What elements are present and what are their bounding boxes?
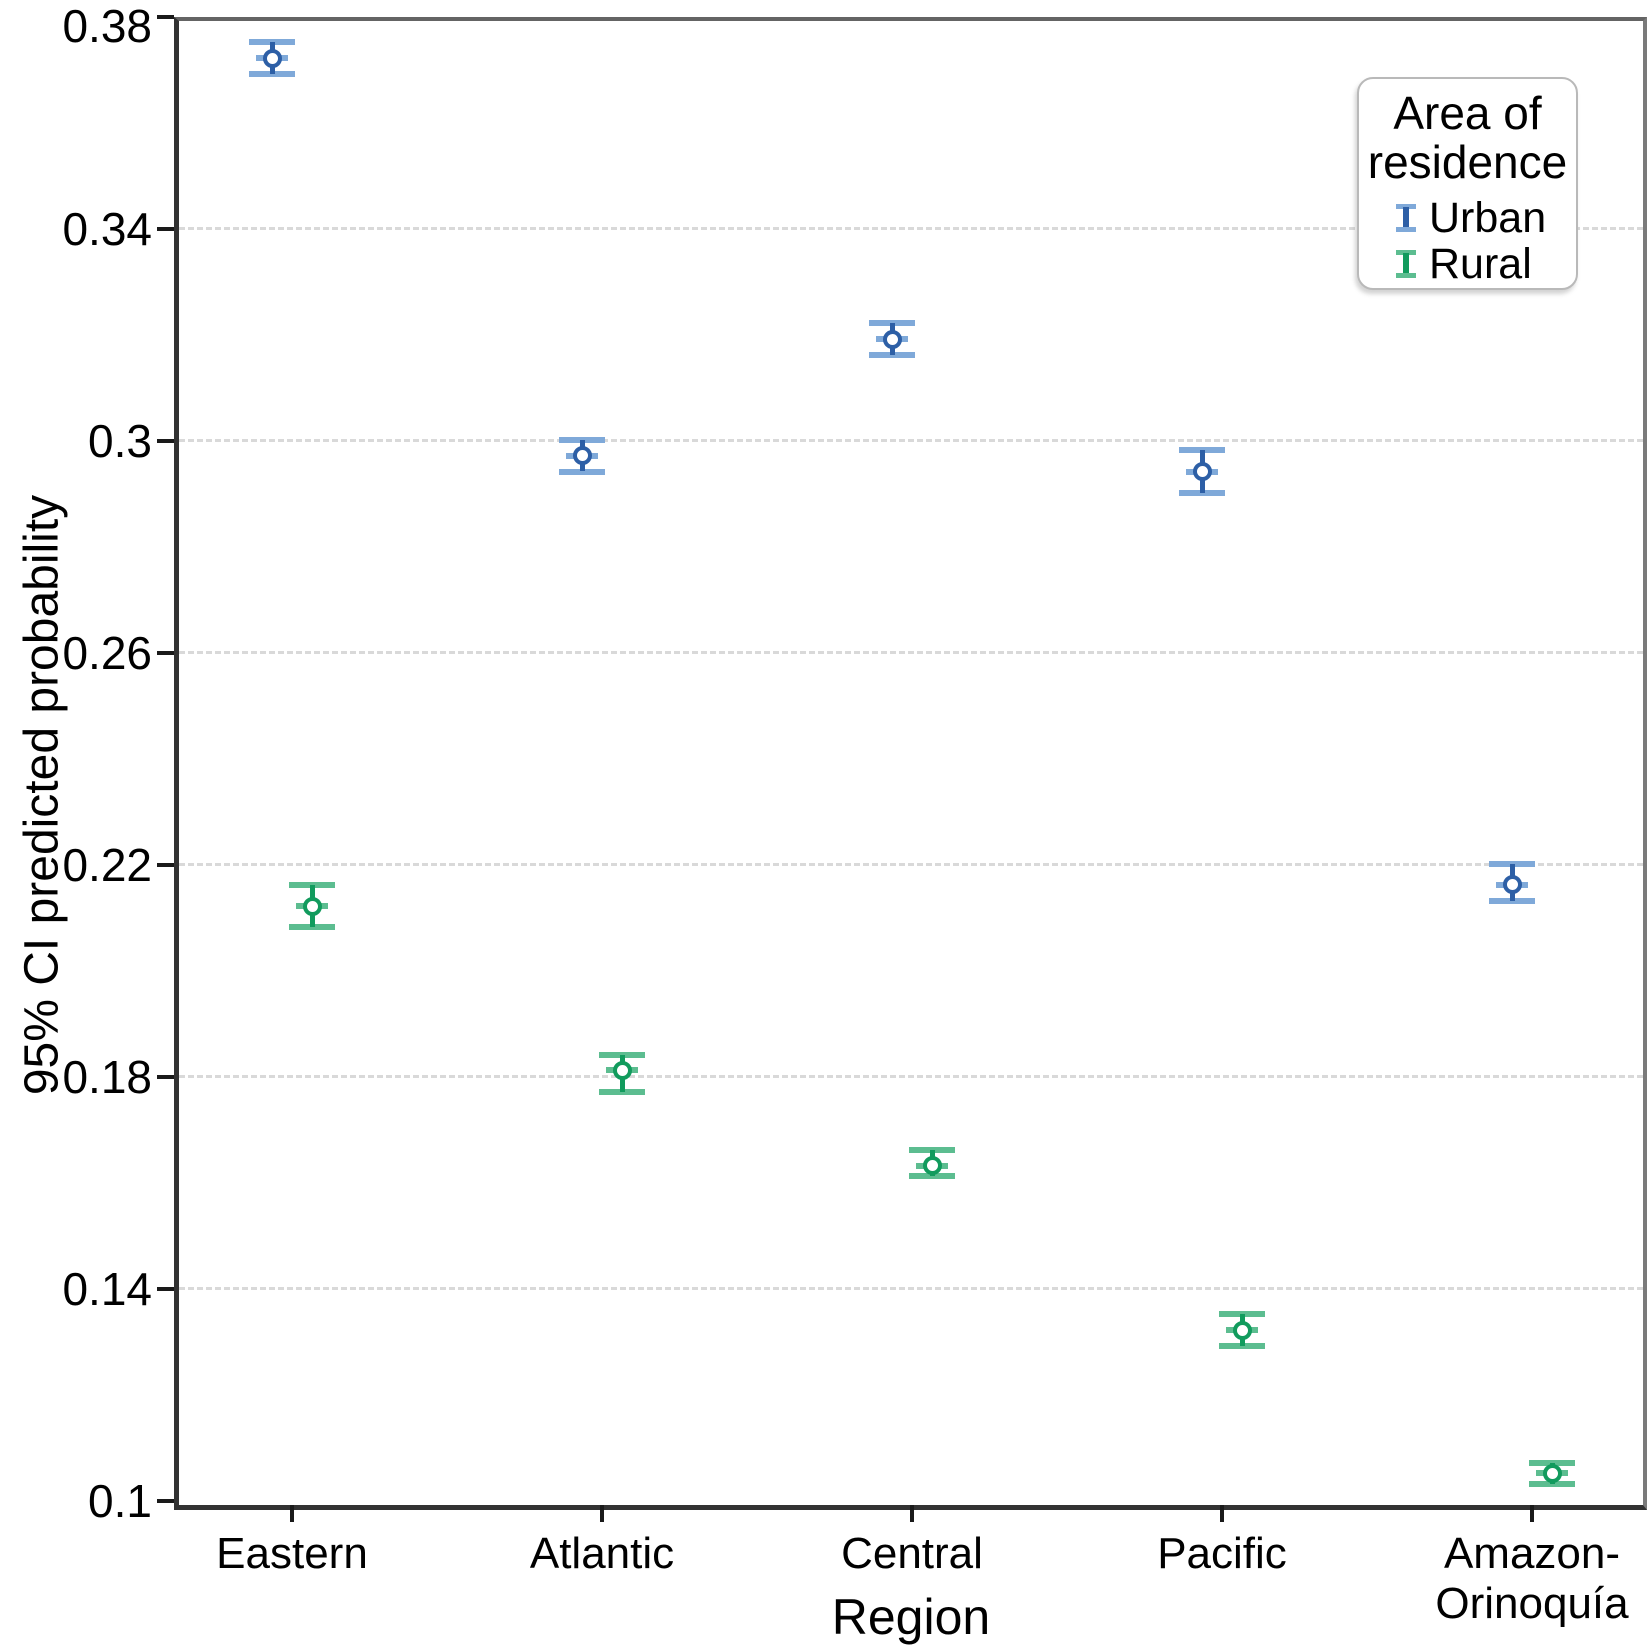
y-tick-0.3 xyxy=(157,439,174,443)
legend: Area of residence Urban Rural xyxy=(1357,77,1578,290)
x-tick-label-atlantic: Atlantic xyxy=(529,1529,675,1578)
mean-marker xyxy=(882,329,902,349)
x-tick-label-central: Central xyxy=(841,1529,983,1578)
mean-marker xyxy=(302,896,322,916)
legend-label-rural: Rural xyxy=(1429,240,1532,288)
legend-title: Area of residence xyxy=(1367,87,1568,188)
x-tick-eastern xyxy=(290,1505,294,1522)
mean-marker xyxy=(572,446,592,466)
x-tick-atlantic xyxy=(600,1505,604,1522)
y-tick-0.34 xyxy=(157,227,174,231)
legend-item-urban: Urban xyxy=(1395,195,1576,241)
y-tick-label-0.38: 0.38 xyxy=(62,0,152,52)
gridline-0.22 xyxy=(179,863,1643,866)
y-tick-0.22 xyxy=(157,863,174,867)
ci-lower-cap xyxy=(909,1173,955,1180)
x-tick-label-pacific: Pacific xyxy=(1157,1529,1287,1578)
ci-lower-cap xyxy=(1489,897,1535,904)
x-axis-title: Region xyxy=(831,1589,991,1645)
mean-marker xyxy=(612,1060,632,1080)
mean-marker xyxy=(1232,1320,1252,1340)
ci-lower-cap xyxy=(249,71,295,77)
mean-marker xyxy=(262,48,282,68)
y-tick-label-0.26: 0.26 xyxy=(62,627,152,679)
x-tick-pacific xyxy=(1220,1505,1224,1522)
gridline-0.18 xyxy=(179,1075,1643,1078)
mean-marker xyxy=(1192,462,1212,481)
x-tick-amazon-orinoqu-a xyxy=(1530,1505,1534,1522)
y-tick-label-0.3: 0.3 xyxy=(88,415,152,467)
y-tick-0.14 xyxy=(157,1287,174,1291)
mean-marker xyxy=(1542,1463,1562,1483)
ci-lower-cap xyxy=(1179,489,1225,496)
gridline-0.14 xyxy=(179,1287,1643,1290)
x-tick-label-eastern: Eastern xyxy=(216,1529,368,1578)
mean-marker xyxy=(1502,875,1522,895)
y-tick-0.18 xyxy=(157,1075,174,1079)
y-tick-label-0.22: 0.22 xyxy=(62,839,152,891)
ci-lower-cap xyxy=(599,1088,645,1095)
gridline-0.3 xyxy=(179,439,1643,442)
y-tick-0.38 xyxy=(157,15,174,19)
ci-lower-cap xyxy=(1529,1480,1575,1487)
y-tick-0.1 xyxy=(157,1499,174,1503)
legend-item-rural: Rural xyxy=(1395,241,1576,287)
ci-lower-cap xyxy=(559,468,605,475)
ci-lower-cap xyxy=(869,351,915,358)
y-tick-label-0.34: 0.34 xyxy=(62,203,152,255)
y-tick-label-0.14: 0.14 xyxy=(62,1263,152,1315)
ci-lower-cap xyxy=(289,924,335,931)
legend-label-urban: Urban xyxy=(1429,194,1547,242)
urban-errorbar-icon xyxy=(1395,204,1417,232)
mean-marker xyxy=(922,1156,942,1176)
gridline-0.34 xyxy=(179,227,1643,230)
x-tick-label-amazon-orinoqu-a: Amazon- Orinoquía xyxy=(1435,1529,1629,1628)
y-axis-title: 95% CI predicted probability xyxy=(15,494,69,1096)
y-tick-0.26 xyxy=(157,651,174,655)
y-tick-label-0.1: 0.1 xyxy=(88,1475,152,1527)
y-tick-label-0.18: 0.18 xyxy=(62,1051,152,1103)
gridline-0.26 xyxy=(179,651,1643,654)
x-tick-central xyxy=(910,1505,914,1522)
rural-errorbar-icon xyxy=(1395,250,1417,278)
ci-lower-cap xyxy=(1219,1343,1265,1349)
